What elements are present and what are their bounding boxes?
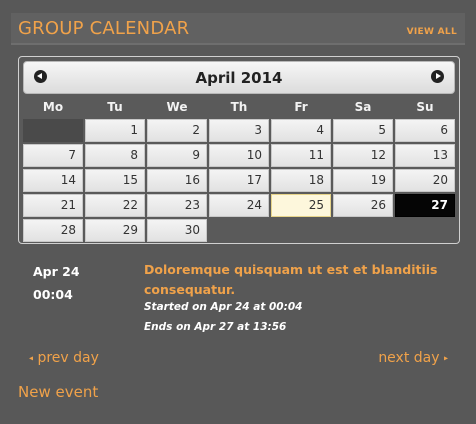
day-cell[interactable]: 28 [23,219,83,242]
day-cell[interactable]: 7 [23,144,83,167]
day-cell[interactable]: 22 [85,194,145,217]
day-cell[interactable]: 8 [85,144,145,167]
weekday-label: Fr [294,100,308,114]
weekday-label: Su [416,100,434,114]
month-calendar: April 2014 Mo Tu We Th Fr Sa Su 1 2 3 4 5 6 7 8 9 10 11 1… [18,56,460,244]
day-cell[interactable]: 23 [147,194,207,217]
day-cell[interactable]: 19 [333,169,393,192]
prev-day-label: prev day [37,350,99,366]
day-cell[interactable]: 16 [147,169,207,192]
calendar-title-bar: April 2014 [23,61,455,94]
event-date: Apr 24 [33,264,80,279]
day-grid: 1 2 3 4 5 6 7 8 9 10 11 12 13 14 15 16 17 18 19 20 21 22 23 24 2… [23,119,455,242]
day-cell[interactable]: 6 [395,119,455,142]
event-datetime: Apr 24 00:04 [33,260,80,306]
new-event-link[interactable]: New event [18,383,99,401]
next-day-label: next day [378,350,440,366]
day-cell[interactable]: 4 [271,119,331,142]
left-arrow-icon: ◂ [29,353,34,363]
empty-day-cell [23,119,83,142]
weekday-label: Tu [107,100,123,114]
day-cell[interactable]: 15 [85,169,145,192]
event-time: 00:04 [33,287,73,302]
widget-title: GROUP CALENDAR [18,18,190,39]
event-title-link[interactable]: Doloremque quisquam ut est et blanditiis… [144,262,438,297]
day-cell[interactable]: 18 [271,169,331,192]
day-cell[interactable]: 2 [147,119,207,142]
right-arrow-icon: ▸ [443,353,448,363]
day-cell[interactable]: 5 [333,119,393,142]
day-cell[interactable]: 12 [333,144,393,167]
day-cell[interactable]: 29 [85,219,145,242]
weekday-header: Mo Tu We Th Fr Sa Su [23,97,455,117]
day-cell[interactable]: 13 [395,144,455,167]
day-cell[interactable]: 3 [209,119,269,142]
day-cell[interactable]: 25 [271,194,331,217]
prev-month-icon[interactable] [34,70,47,83]
day-cell[interactable]: 30 [147,219,207,242]
day-cell[interactable]: 26 [333,194,393,217]
weekday-label: Mo [42,100,64,114]
event-end: Ends on Apr 27 at 13:56 [144,321,287,333]
next-day-link[interactable]: next day ▸ [378,350,448,366]
day-cell[interactable]: 21 [23,194,83,217]
day-cell[interactable]: 20 [395,169,455,192]
day-cell[interactable]: 24 [209,194,269,217]
prev-day-link[interactable]: ◂ prev day [29,350,99,366]
day-cell[interactable]: 9 [147,144,207,167]
day-cell[interactable]: 1 [85,119,145,142]
day-cell[interactable]: 11 [271,144,331,167]
calendar-header: GROUP CALENDAR VIEW ALL [11,13,465,45]
day-cell[interactable]: 10 [209,144,269,167]
month-label: April 2014 [195,69,283,87]
weekday-label: Sa [354,100,372,114]
weekday-label: We [166,100,188,114]
day-cell[interactable]: 17 [209,169,269,192]
weekday-label: Th [230,100,248,114]
day-cell[interactable]: 27 [395,194,455,217]
day-cell[interactable]: 14 [23,169,83,192]
event-start: Started on Apr 24 at 00:04 [144,301,303,313]
next-month-icon[interactable] [431,70,444,83]
view-all-link[interactable]: VIEW ALL [406,27,457,37]
